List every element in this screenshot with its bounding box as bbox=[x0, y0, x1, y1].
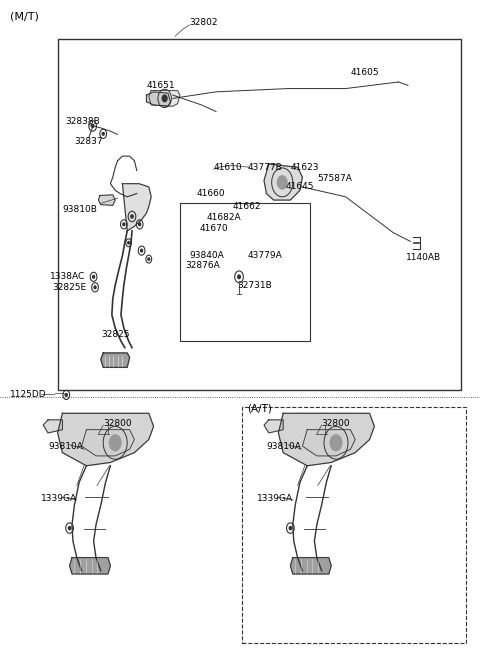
Bar bbox=[58, 39, 461, 390]
Text: 32876A: 32876A bbox=[185, 261, 219, 270]
Circle shape bbox=[148, 258, 150, 260]
Text: 32802: 32802 bbox=[190, 18, 218, 28]
Text: 41623: 41623 bbox=[290, 163, 319, 172]
Polygon shape bbox=[264, 164, 302, 200]
Text: 41660: 41660 bbox=[197, 189, 226, 198]
Polygon shape bbox=[264, 420, 283, 433]
Text: 32800: 32800 bbox=[322, 419, 350, 428]
Text: 41610: 41610 bbox=[214, 163, 242, 172]
Circle shape bbox=[330, 435, 342, 451]
Circle shape bbox=[277, 176, 287, 189]
Circle shape bbox=[139, 223, 141, 226]
Text: 1339GA: 1339GA bbox=[41, 494, 77, 503]
Polygon shape bbox=[278, 413, 374, 466]
Circle shape bbox=[131, 215, 133, 218]
Circle shape bbox=[289, 527, 291, 529]
Text: 32825E: 32825E bbox=[52, 283, 86, 292]
Text: (A/T): (A/T) bbox=[247, 403, 272, 413]
Circle shape bbox=[94, 286, 96, 289]
Text: 93810A: 93810A bbox=[266, 441, 301, 451]
Polygon shape bbox=[43, 420, 62, 433]
Text: 43779A: 43779A bbox=[247, 251, 282, 260]
Polygon shape bbox=[149, 91, 180, 106]
Text: 32800: 32800 bbox=[103, 419, 132, 428]
Polygon shape bbox=[290, 558, 331, 574]
Circle shape bbox=[102, 133, 104, 135]
Circle shape bbox=[69, 527, 71, 529]
Text: 41605: 41605 bbox=[350, 68, 379, 77]
Text: 32731B: 32731B bbox=[238, 281, 272, 290]
Circle shape bbox=[93, 276, 95, 278]
Circle shape bbox=[162, 95, 167, 102]
Text: 93840A: 93840A bbox=[190, 251, 224, 260]
Text: 43777B: 43777B bbox=[247, 163, 282, 172]
Polygon shape bbox=[302, 430, 355, 456]
Circle shape bbox=[123, 223, 125, 226]
Polygon shape bbox=[101, 353, 130, 367]
Text: 1125DD: 1125DD bbox=[10, 390, 46, 400]
Bar bbox=[242, 407, 466, 643]
Polygon shape bbox=[98, 195, 115, 205]
Circle shape bbox=[128, 241, 130, 244]
Circle shape bbox=[238, 275, 240, 279]
Text: 93810B: 93810B bbox=[62, 205, 97, 215]
Text: 41645: 41645 bbox=[286, 182, 314, 192]
Circle shape bbox=[109, 435, 121, 451]
Text: 1140AB: 1140AB bbox=[406, 253, 441, 262]
Text: 41670: 41670 bbox=[199, 224, 228, 233]
Text: 57587A: 57587A bbox=[317, 174, 352, 183]
Polygon shape bbox=[146, 92, 170, 106]
Text: 1338AC: 1338AC bbox=[50, 272, 85, 281]
Polygon shape bbox=[58, 413, 154, 466]
Polygon shape bbox=[70, 558, 110, 574]
Bar bbox=[180, 203, 310, 341]
Text: 41662: 41662 bbox=[233, 202, 261, 211]
Text: 41651: 41651 bbox=[146, 81, 175, 90]
Text: 1339GA: 1339GA bbox=[257, 494, 293, 503]
Polygon shape bbox=[122, 184, 151, 231]
Text: 32837: 32837 bbox=[74, 136, 103, 146]
Polygon shape bbox=[82, 430, 134, 456]
Text: 93810A: 93810A bbox=[48, 441, 83, 451]
Circle shape bbox=[141, 249, 143, 252]
Circle shape bbox=[65, 394, 67, 396]
Text: (M/T): (M/T) bbox=[10, 11, 38, 22]
Circle shape bbox=[92, 125, 94, 127]
Text: 32825: 32825 bbox=[101, 330, 129, 339]
Text: 32838B: 32838B bbox=[65, 117, 99, 126]
Text: 41682A: 41682A bbox=[206, 213, 241, 222]
